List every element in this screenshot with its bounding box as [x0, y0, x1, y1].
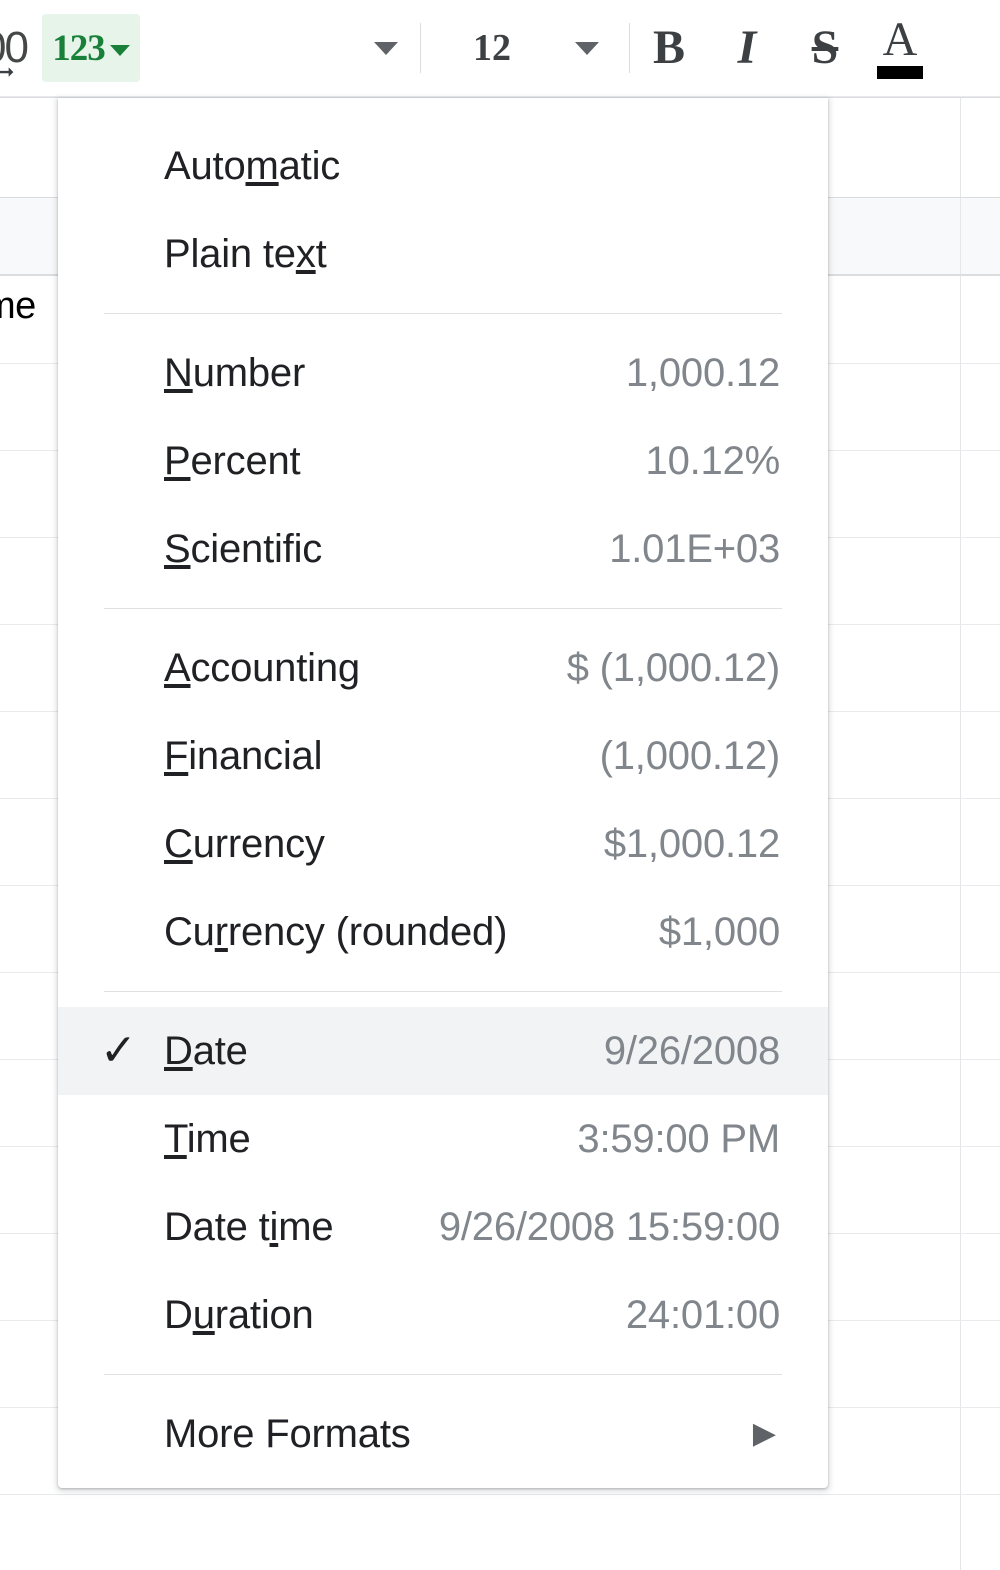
- number-format-label: 123: [52, 27, 105, 69]
- menu-item-label: Automatic: [164, 143, 341, 188]
- menu-item-label: Currency: [164, 821, 325, 866]
- text-color-icon: A: [882, 13, 918, 67]
- grid-column-divider: [960, 97, 961, 1570]
- menu-item-value: 24:01:00: [625, 1292, 780, 1337]
- number-format-button[interactable]: 123: [42, 14, 140, 82]
- menu-divider: [104, 1374, 782, 1375]
- grid-row-divider: [0, 97, 1000, 98]
- grid-row-divider: [0, 1494, 1000, 1495]
- menu-item-accounting[interactable]: Accounting $ (1,000.12): [58, 624, 828, 712]
- text-color-button[interactable]: A: [870, 14, 930, 82]
- menu-item-label: Financial: [164, 733, 323, 778]
- increase-decimal-places-icon: 00 ➞: [0, 17, 34, 83]
- number-format-menu: Automatic Plain text Number 1,000.12 Per…: [58, 98, 828, 1488]
- menu-item-label: Plain text: [164, 231, 327, 276]
- checkmark-icon: ✓: [100, 1026, 137, 1075]
- italic-icon: I: [737, 21, 757, 74]
- menu-divider: [104, 608, 782, 609]
- menu-item-value: 1.01E+03: [609, 526, 780, 571]
- text-color-swatch: [877, 65, 923, 79]
- font-size-select[interactable]: 12: [421, 18, 629, 78]
- menu-item-more-formats[interactable]: More Formats ▶: [58, 1390, 828, 1478]
- menu-item-time[interactable]: Time 3:59:00 PM: [58, 1095, 828, 1183]
- bold-button[interactable]: B: [630, 14, 708, 82]
- menu-item-percent[interactable]: Percent 10.12%: [58, 417, 828, 505]
- menu-item-label: Accounting: [164, 645, 360, 690]
- menu-item-date-time[interactable]: Date time 9/26/2008 15:59:00: [58, 1183, 828, 1271]
- bold-icon: B: [652, 21, 685, 74]
- menu-item-label: More Formats: [164, 1411, 411, 1456]
- menu-item-duration[interactable]: Duration 24:01:00: [58, 1271, 828, 1359]
- menu-item-label: Duration: [164, 1292, 314, 1337]
- menu-item-value: (1,000.12): [599, 733, 781, 778]
- menu-item-value: $1,000: [658, 909, 780, 954]
- menu-item-currency-rounded[interactable]: Currency (rounded) $1,000: [58, 888, 828, 976]
- menu-item-date[interactable]: ✓ Date 9/26/2008: [58, 1007, 828, 1095]
- chevron-down-icon: [575, 41, 599, 55]
- menu-item-label: Scientific: [164, 526, 323, 571]
- menu-item-financial[interactable]: Financial (1,000.12): [58, 712, 828, 800]
- submenu-arrow-icon: ▶: [752, 1417, 776, 1450]
- menu-item-automatic[interactable]: Automatic: [58, 122, 828, 210]
- menu-item-value: 3:59:00 PM: [577, 1116, 780, 1161]
- menu-item-value: 9/26/2008: [603, 1028, 780, 1073]
- menu-item-label: Currency (rounded): [164, 909, 508, 954]
- chevron-down-icon: [109, 44, 130, 56]
- menu-item-value: 1,000.12: [625, 350, 780, 395]
- menu-item-value: $1,000.12: [603, 821, 780, 866]
- menu-item-currency[interactable]: Currency $1,000.12: [58, 800, 828, 888]
- strikethrough-button[interactable]: S: [786, 14, 864, 82]
- menu-item-value: 10.12%: [645, 438, 781, 483]
- menu-divider: [104, 313, 782, 314]
- strikethrough-icon: S: [811, 21, 839, 74]
- menu-item-label: Date time: [164, 1204, 334, 1249]
- font-family-select[interactable]: [140, 18, 420, 78]
- toolbar-divider: [629, 23, 630, 73]
- italic-button[interactable]: I: [708, 14, 786, 82]
- menu-item-plain-text[interactable]: Plain text: [58, 210, 828, 298]
- arrow-right-icon: ➞: [0, 59, 15, 84]
- font-size-value: 12: [473, 27, 511, 69]
- menu-item-number[interactable]: Number 1,000.12: [58, 329, 828, 417]
- menu-item-scientific[interactable]: Scientific 1.01E+03: [58, 505, 828, 593]
- toolbar-divider: [420, 23, 421, 73]
- decimal-zeros-label: 00: [0, 23, 29, 72]
- menu-item-value: $ (1,000.12): [566, 645, 781, 690]
- menu-item-label: Number: [164, 350, 306, 395]
- toolbar: 00 ➞ 123 12 B I S A: [0, 0, 1000, 97]
- menu-item-label: Date: [164, 1028, 248, 1073]
- menu-item-value: 9/26/2008 15:59:00: [438, 1204, 780, 1249]
- menu-item-label: Time: [164, 1116, 251, 1161]
- menu-item-label: Percent: [164, 438, 301, 483]
- increase-decimal-button[interactable]: 00 ➞: [0, 17, 34, 83]
- grid-cell-text[interactable]: me: [0, 285, 36, 327]
- menu-divider: [104, 991, 782, 992]
- chevron-down-icon: [374, 41, 398, 55]
